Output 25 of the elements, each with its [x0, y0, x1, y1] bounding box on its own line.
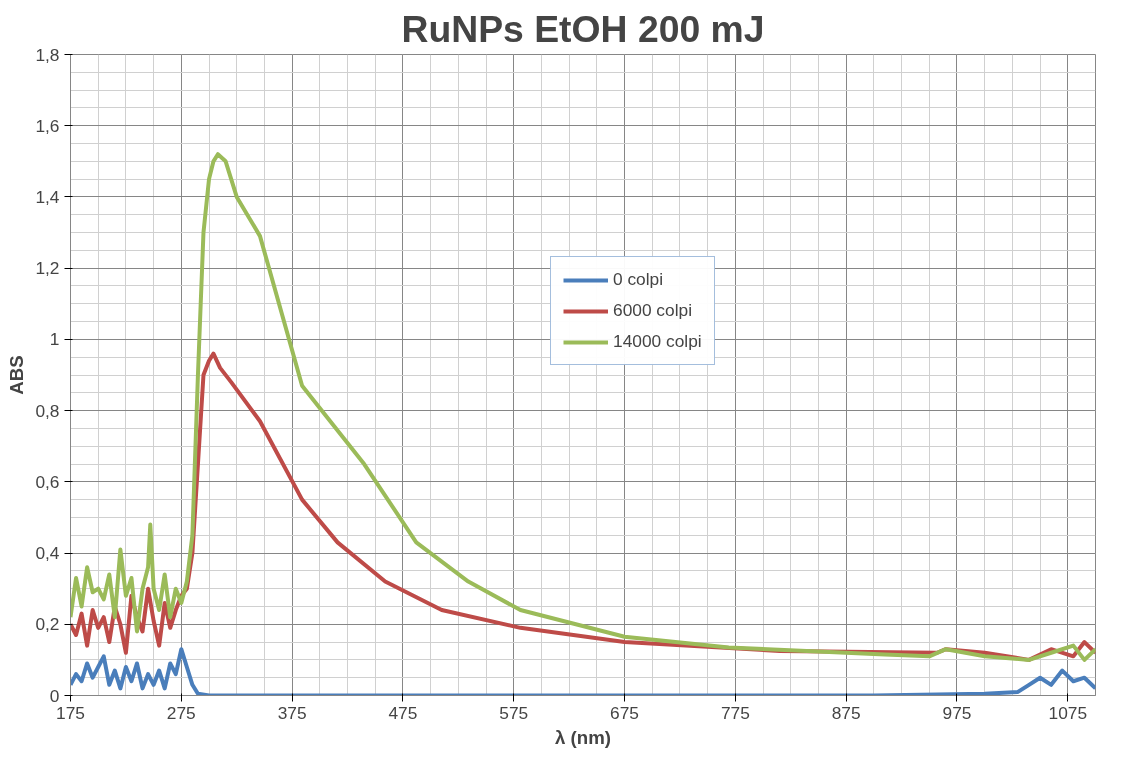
y-tick-label: 1,4 [35, 186, 60, 207]
x-axis-title: λ (nm) [555, 726, 611, 748]
chart-title: RuNPs EtOH 200 mJ [401, 7, 765, 50]
legend-label: 14000 colpi [613, 331, 702, 352]
x-tick-label: 675 [610, 702, 640, 723]
y-axis-title: ABS [6, 355, 28, 395]
x-tick-label: 375 [277, 702, 307, 723]
line-series [70, 152, 1096, 662]
y-tick-label: 1 [49, 329, 60, 350]
y-tick-label: 1,2 [35, 258, 60, 279]
y-tick-label: 0,6 [35, 471, 60, 492]
x-tick-label: 775 [720, 702, 750, 723]
x-tick-label: 875 [831, 702, 861, 723]
legend-label: 0 colpi [613, 269, 664, 290]
x-tick-label: 575 [499, 702, 529, 723]
x-tick-label: 975 [942, 702, 972, 723]
y-tick-label: 1,6 [35, 115, 60, 136]
x-tick-label: 1075 [1048, 702, 1088, 723]
x-tick-label: 475 [388, 702, 418, 723]
legend-label: 6000 colpi [613, 300, 693, 321]
y-tick-label: 0,4 [35, 543, 60, 564]
y-tick-label: 0,2 [35, 614, 60, 635]
x-tick-label: 275 [166, 702, 196, 723]
y-tick-label: 0,8 [35, 400, 60, 421]
y-tick-label: 1,8 [35, 44, 60, 65]
